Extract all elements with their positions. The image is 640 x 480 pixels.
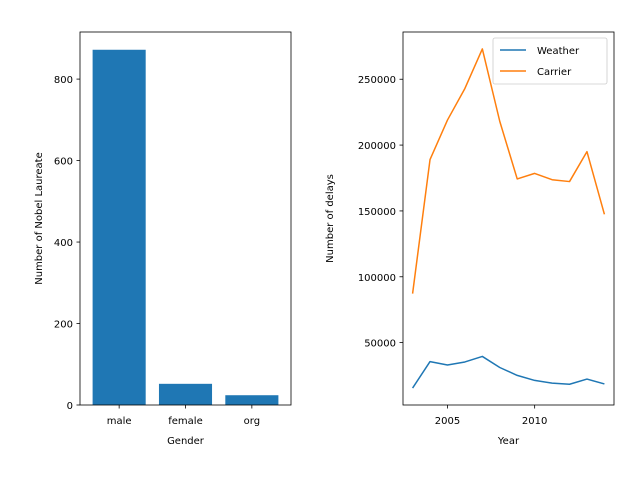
right-line-chart: 50000 100000 150000 200000 250000 2005 2010Yea…: [325, 31, 615, 447]
x-tick-label: 2010: [522, 416, 547, 427]
x-tick-label: org: [244, 416, 260, 427]
y-tick-label: 250000: [358, 75, 396, 86]
bar-org: [225, 395, 279, 405]
y-tick-label: 400: [54, 238, 73, 249]
left-bar-chart: 0 200 400 600 800 male female org Gender Number o…: [34, 31, 292, 447]
x-tick-label: male: [107, 416, 132, 427]
y-axis-label: Number of delays: [325, 174, 336, 263]
y-tick-label: 0: [67, 401, 73, 412]
legend-label-carrier: Carrier: [537, 67, 572, 78]
x-tick-label: 2005: [435, 416, 460, 427]
x-axis-label: Gender: [167, 436, 205, 447]
y-tick-label: 600: [54, 157, 73, 168]
legend: Weather Carrier: [492, 37, 608, 85]
x-tick-label: female: [168, 416, 202, 427]
x-axis-label: Year: [497, 436, 520, 447]
legend-label-weather: Weather: [537, 46, 580, 57]
bar-female: [158, 383, 213, 405]
y-tick-label: 200000: [358, 141, 396, 152]
y-tick-label: 150000: [358, 207, 396, 218]
bar-male: [92, 49, 146, 406]
plot-frame: [402, 31, 615, 406]
y-tick-label: 50000: [364, 339, 396, 350]
y-tick-label: 800: [54, 75, 73, 86]
series-line-weather: [411, 355, 605, 389]
y-tick-label: 200: [54, 320, 73, 331]
y-tick-label: 100000: [358, 273, 396, 284]
y-axis-label: Number of Nobel Laureate: [34, 152, 45, 285]
series-line-carrier: [411, 48, 606, 294]
